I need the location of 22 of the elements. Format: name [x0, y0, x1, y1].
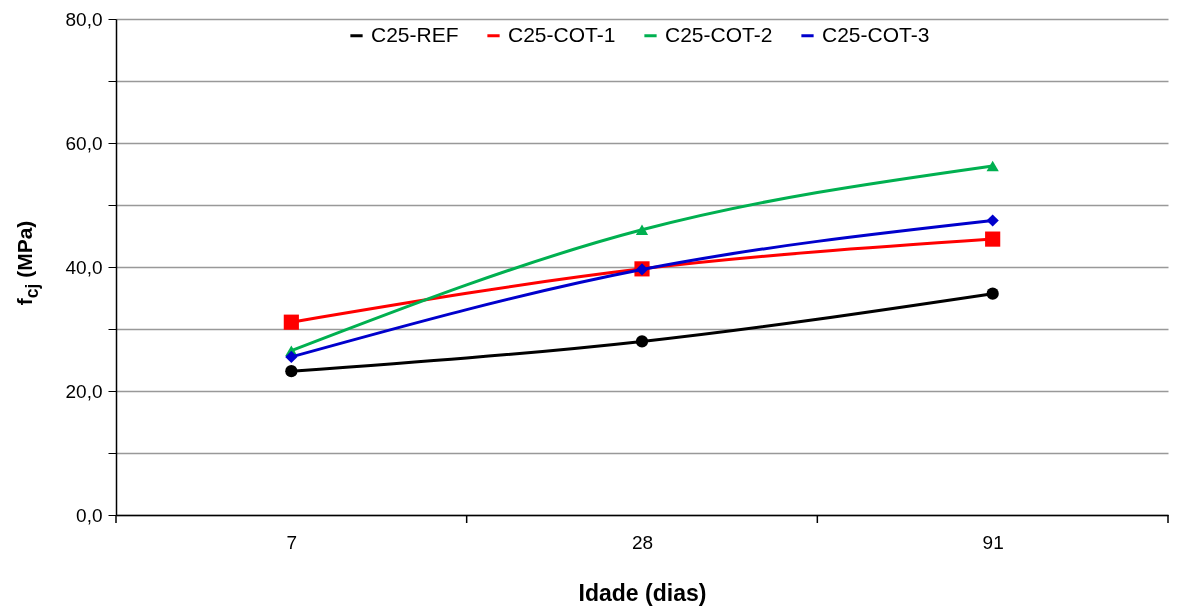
point — [283, 314, 299, 330]
y-tick-label: 20,0 — [65, 380, 103, 402]
y-tick-label: 80,0 — [65, 8, 103, 30]
legend-label: C25-COT-2 — [665, 22, 773, 46]
point — [285, 365, 298, 378]
x-tick-label: 28 — [631, 531, 654, 553]
y-tick-label: 60,0 — [65, 132, 103, 154]
point — [985, 231, 1001, 247]
y-tick-label: 40,0 — [65, 256, 103, 278]
point — [285, 350, 298, 364]
legend-label: C25-REF — [371, 22, 459, 46]
point — [986, 160, 999, 172]
legend-label: C25-COT-1 — [508, 22, 616, 46]
x-tick-label: 91 — [982, 531, 1004, 553]
point — [635, 224, 649, 236]
point — [986, 214, 999, 227]
point — [635, 335, 649, 348]
x-tick-label: 7 — [286, 531, 298, 553]
point — [986, 287, 999, 300]
x-axis-title: Idade (dias) — [578, 579, 707, 606]
y-tick-label: 0,0 — [76, 504, 103, 526]
legend-label: C25-COT-3 — [822, 22, 930, 46]
